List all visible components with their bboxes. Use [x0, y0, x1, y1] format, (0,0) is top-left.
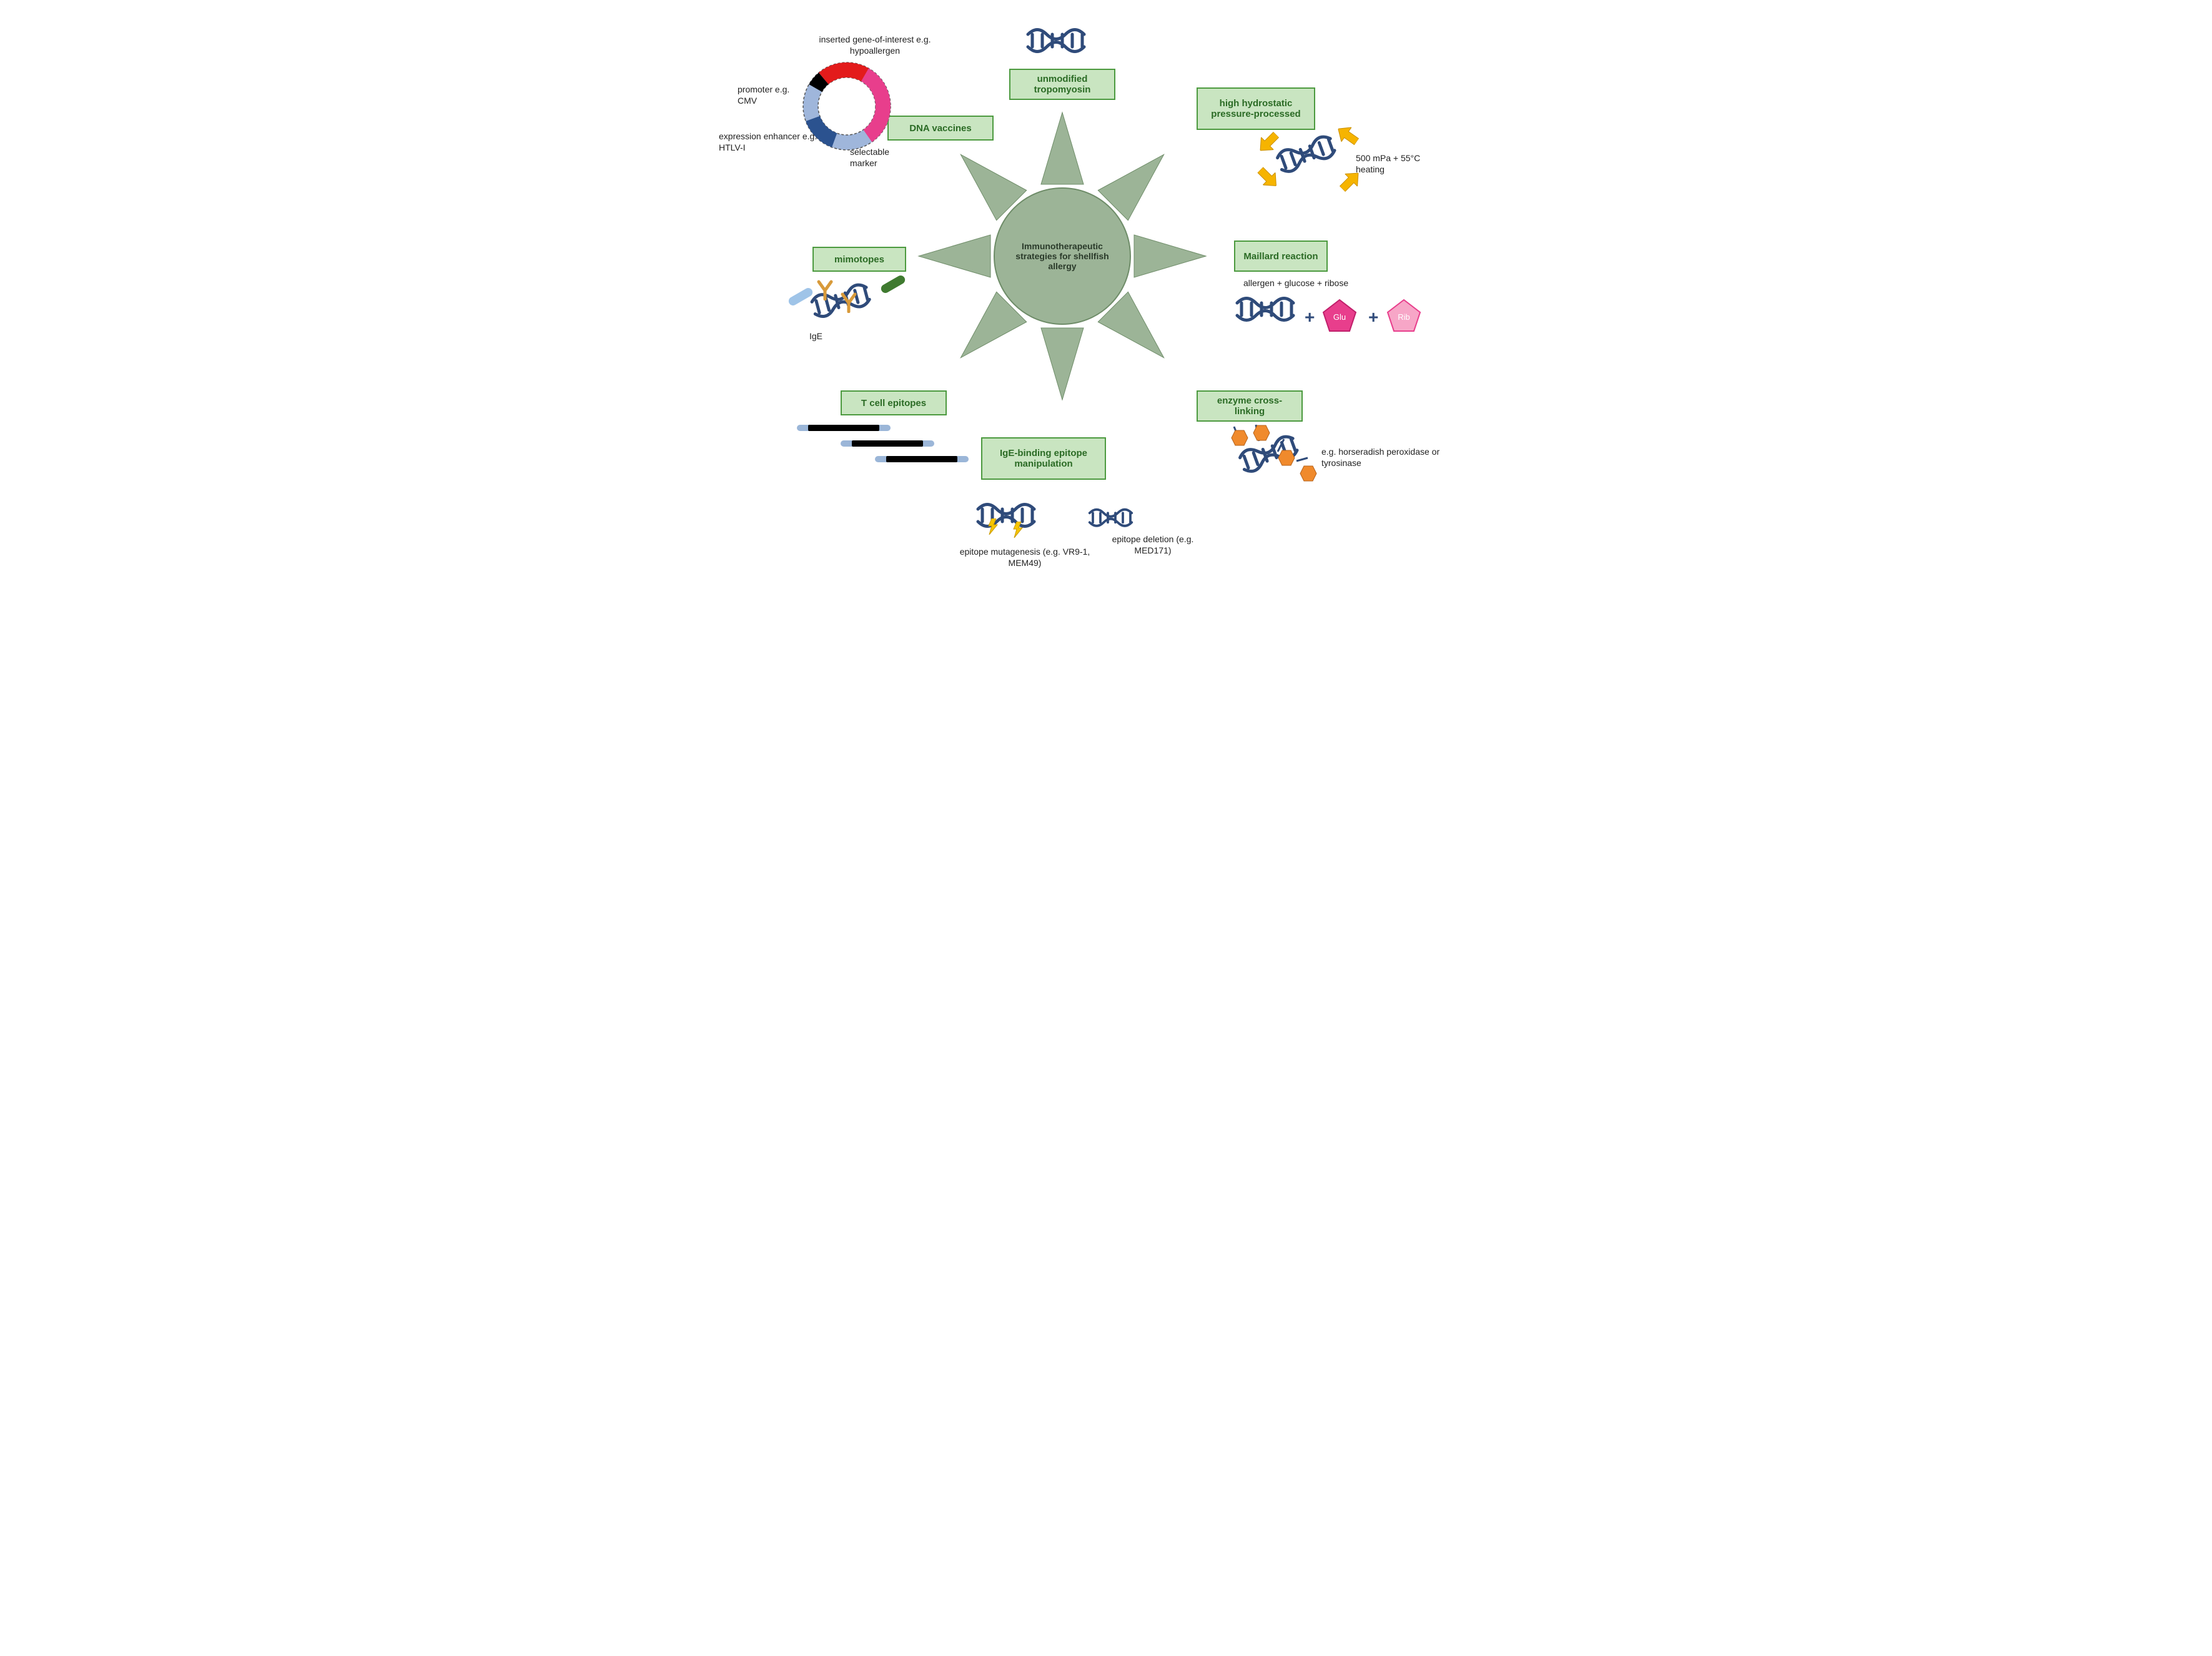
enzyme-hex-1: [1253, 425, 1270, 444]
helix-0: [1025, 25, 1094, 59]
tcell-bar-0: [797, 425, 891, 431]
enzyme-caption: e.g. horseradish peroxidase or tyrosinas…: [1321, 447, 1440, 469]
plasmid-label-0: inserted gene-of-interest e.g. hypoaller…: [809, 34, 941, 56]
plasmid-label-2: expression enhancer e.g. HTLV-I: [719, 131, 819, 153]
label-hhp: high hydrostatic pressure-processed: [1197, 87, 1315, 130]
ige-icon: [839, 292, 858, 316]
ige-cap2: epitope deletion (e.g. MED171): [1100, 534, 1206, 556]
plasmid-label-3: selectable marker: [850, 147, 912, 169]
bolt-icon: [987, 518, 999, 538]
helix-4: [975, 500, 1044, 534]
helix-5: [1087, 506, 1139, 533]
ige-label: IgE: [809, 331, 822, 342]
plus-2: +: [1368, 307, 1378, 327]
maillard-caption: allergen + glucose + ribose: [1243, 278, 1393, 289]
label-mimotopes: mimotopes: [812, 247, 906, 272]
svg-text:Glu: Glu: [1333, 312, 1346, 322]
diagram-stage: Immunotherapeutic strategies for shellfi…: [713, 0, 1499, 612]
hhp-caption: 500 mPa + 55°C heating: [1356, 153, 1431, 175]
tcell-bar-2: [875, 456, 969, 462]
label-ige_manip: IgE-binding epitope manipulation: [981, 437, 1106, 480]
tcell-bar-1: [841, 440, 934, 447]
enzyme-hex-2: [1278, 450, 1295, 469]
ige-icon: [816, 279, 834, 304]
plasmid-label-1: promoter e.g. CMV: [738, 84, 806, 106]
plus-1: +: [1305, 307, 1315, 327]
label-tcell: T cell epitopes: [841, 390, 947, 415]
svg-text:Rib: Rib: [1398, 312, 1410, 322]
enzyme-hex-3: [1300, 465, 1317, 485]
label-dna: DNA vaccines: [887, 116, 994, 141]
label-unmodified: unmodified tropomyosin: [1009, 69, 1115, 100]
enzyme-hex-0: [1231, 430, 1248, 449]
label-maillard: Maillard reaction: [1234, 240, 1328, 272]
helix-1: [1275, 137, 1343, 172]
bolt-icon: [1012, 522, 1024, 541]
helix-2: [1234, 294, 1303, 328]
label-enzyme: enzyme cross-linking: [1197, 390, 1303, 422]
ige-cap1: epitope mutagenesis (e.g. VR9-1, MEM49): [959, 547, 1090, 568]
rib-pentagon: Rib: [1386, 299, 1422, 335]
glu-pentagon: Glu: [1321, 299, 1358, 335]
